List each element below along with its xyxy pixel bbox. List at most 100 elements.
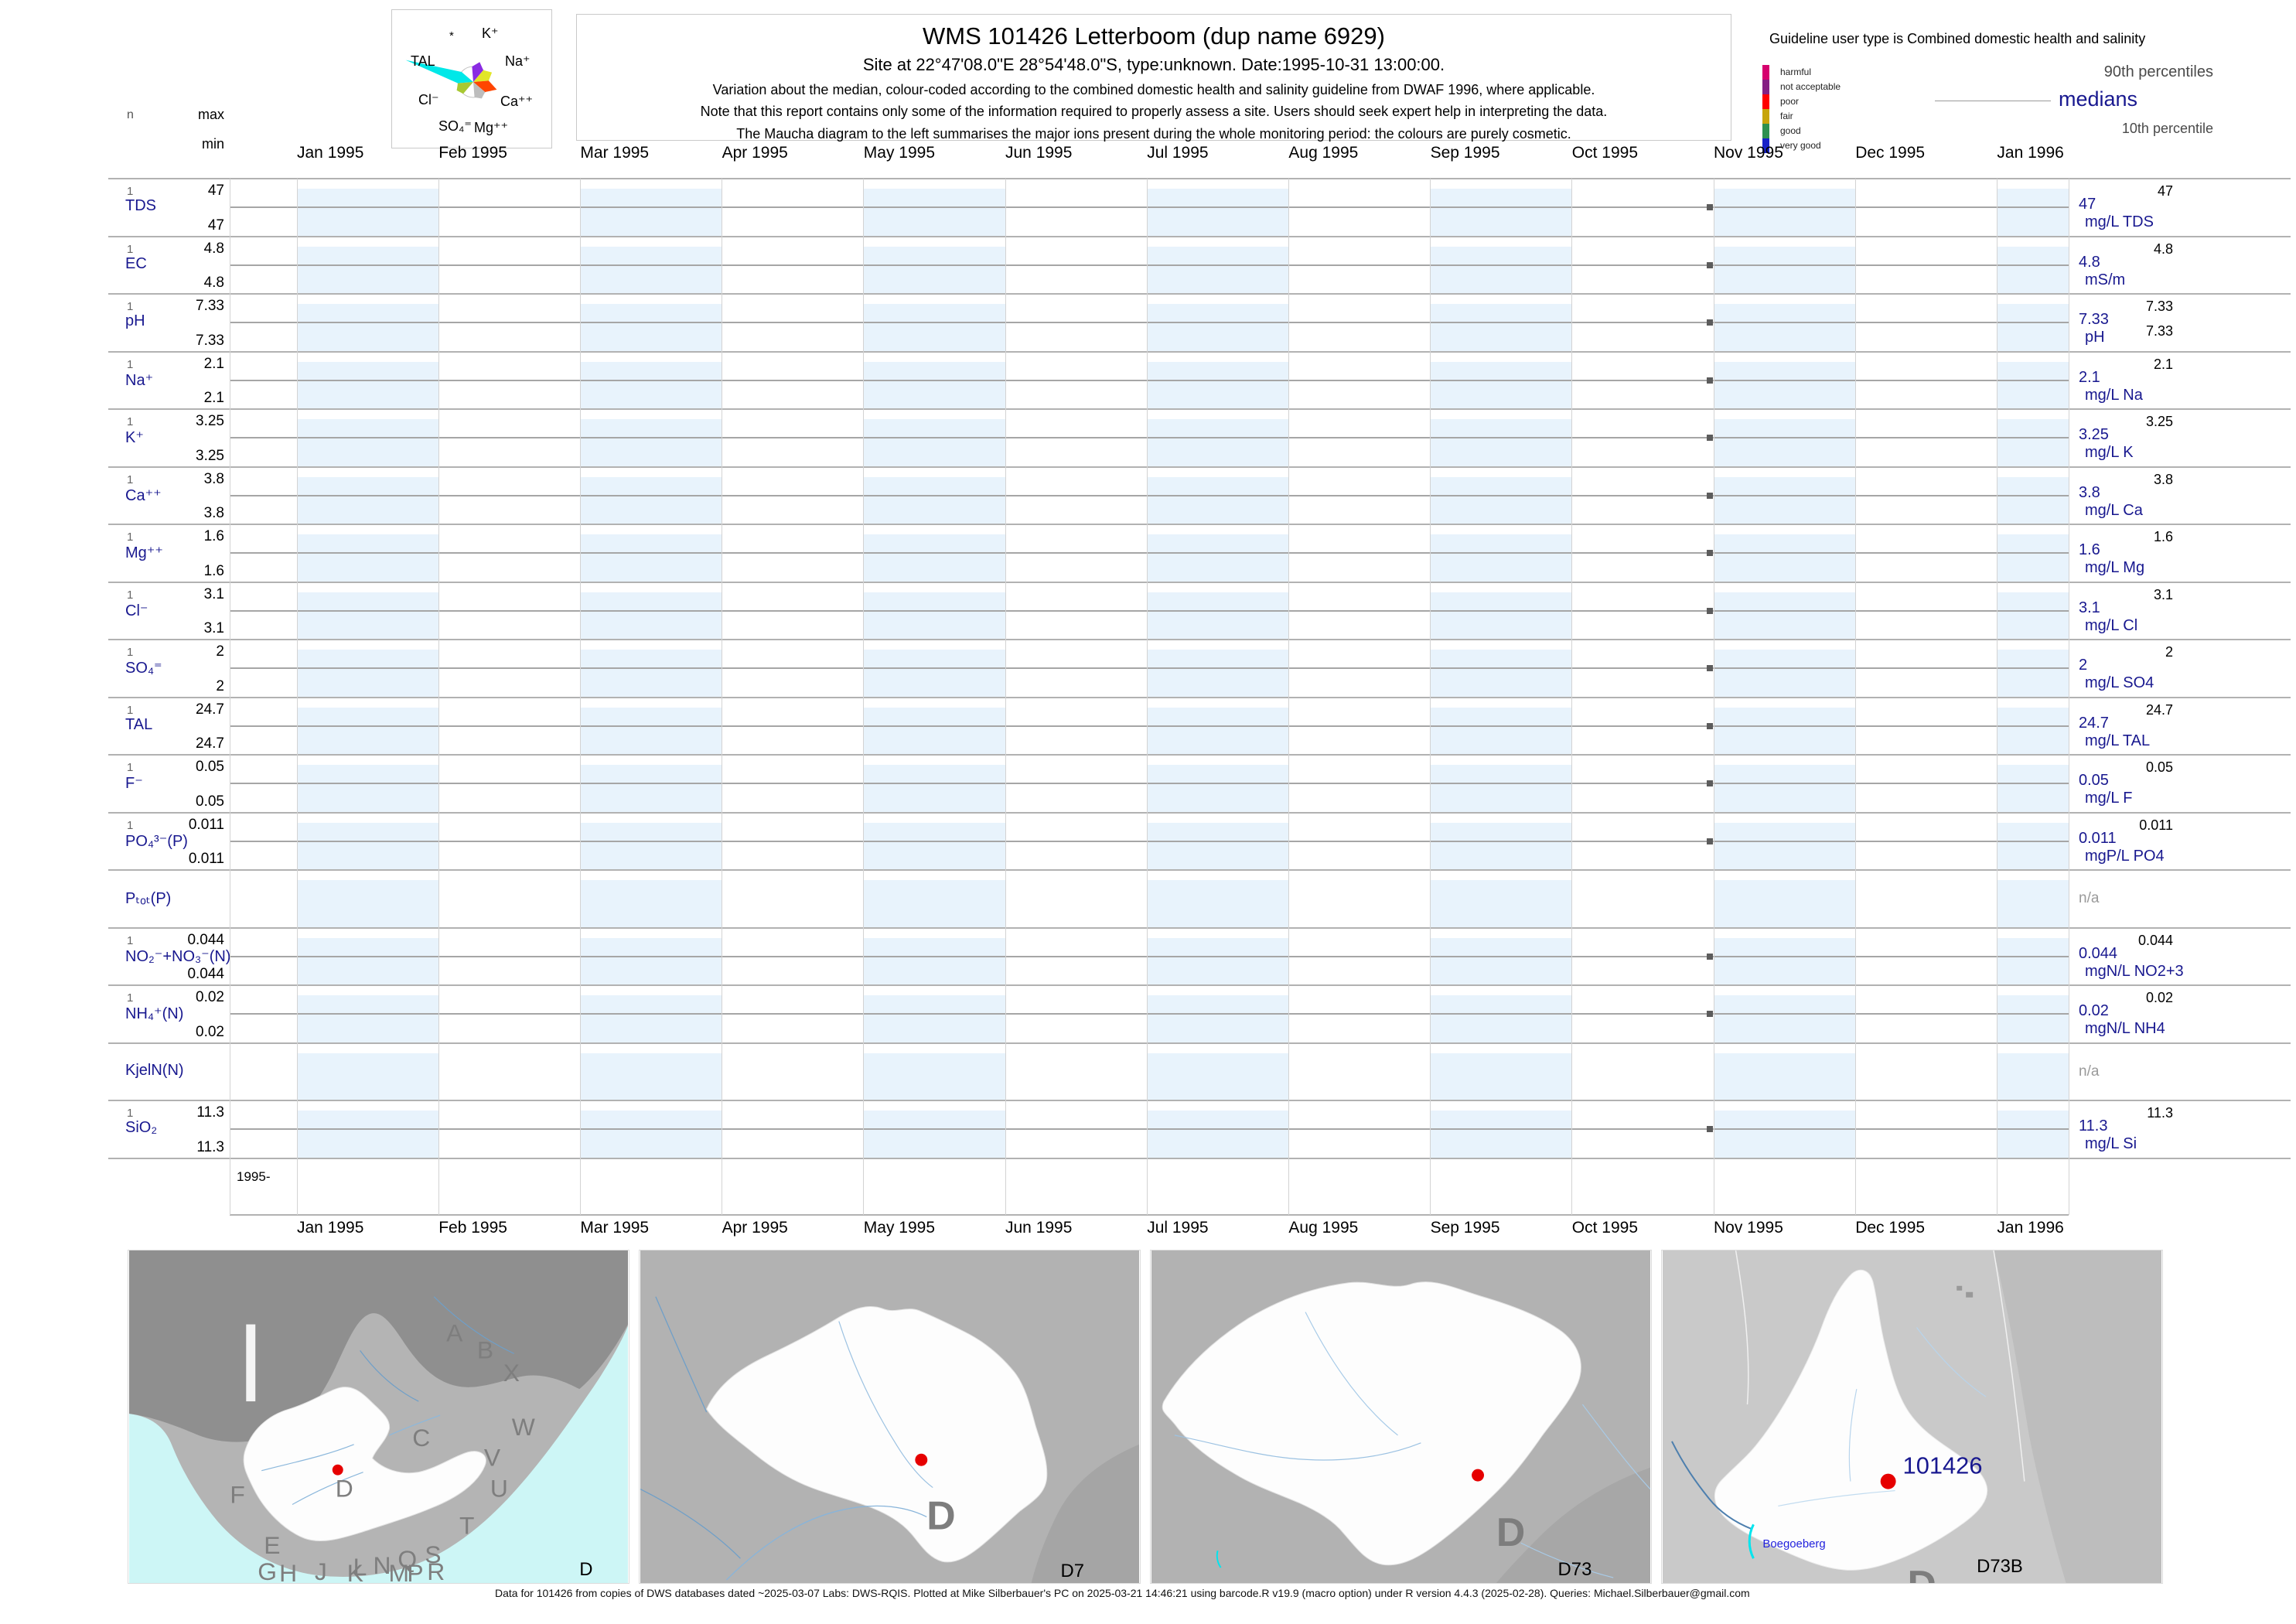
- guideline-class-row: good: [1762, 124, 1841, 138]
- maucha-wedge-mg: [473, 82, 486, 99]
- median-line: [230, 955, 2069, 957]
- parameter-name: Na⁺: [125, 371, 154, 389]
- sample-count: 1: [127, 242, 134, 256]
- min-value: 0.02: [196, 1023, 224, 1040]
- guideline-class-label: fair: [1780, 111, 1793, 121]
- axis-month-label: May 1995: [863, 1219, 936, 1237]
- month-band: [1997, 1111, 2069, 1158]
- parameter-row: 1 0.011 PO₄³⁻(P) 0.011 0.011 0.011 mgP/L PO4: [0, 813, 2296, 870]
- month-band: [1147, 822, 1289, 870]
- month-band: [580, 1111, 722, 1158]
- axis-month-label: Nov 1995: [1714, 1219, 1783, 1237]
- parameter-name: NO₂⁻+NO₃⁻(N): [125, 947, 231, 965]
- month-band: [297, 880, 439, 928]
- axis-month-label: Sep 1995: [1430, 1219, 1500, 1237]
- maucha-ion-label: K⁺: [482, 26, 499, 41]
- maucha-diagram: * K⁺ TAL Na⁺ Cl⁻ Ca⁺⁺ SO₄⁼ Mg⁺⁺: [405, 26, 533, 135]
- map-panel-region-d: D D7: [639, 1250, 1141, 1584]
- p90-value: 1.6: [2153, 529, 2173, 544]
- month-gridline: [1571, 179, 1573, 1215]
- guideline-class-swatch: [1762, 94, 1769, 109]
- month-band: [580, 650, 722, 698]
- guideline-class-row: fair: [1762, 109, 1841, 124]
- p90-label: 90th percentiles: [2103, 63, 2213, 80]
- month-band: [580, 189, 722, 237]
- month-band: [1147, 1053, 1289, 1100]
- sample-count: 1: [127, 933, 134, 947]
- maucha-ion-label: TAL: [411, 53, 435, 69]
- parameter-name: TAL: [125, 715, 153, 733]
- month-band: [1430, 246, 1572, 294]
- month-band: [580, 1053, 722, 1100]
- map-river: [726, 1505, 927, 1581]
- median-value: 2.1: [2079, 368, 2100, 386]
- min-value: 11.3: [196, 1138, 224, 1155]
- report-header: WMS 101426 Letterboom (dup name 6929) Si…: [576, 14, 1731, 142]
- map-region-d: D D7: [640, 1250, 1139, 1583]
- month-band: [1997, 534, 2069, 582]
- month-band: [1714, 880, 1856, 928]
- axis-month-label: Oct 1995: [1571, 144, 1639, 162]
- min-value: 24.7: [196, 735, 224, 752]
- axis-month-label: Sep 1995: [1430, 144, 1500, 162]
- maucha-ion-label: SO₄⁼: [438, 118, 472, 134]
- month-band: [1714, 1053, 1856, 1100]
- row-boundary-line: [108, 524, 2291, 525]
- max-value: 1.6: [203, 528, 224, 544]
- month-band: [1430, 1111, 1572, 1158]
- axis-month-label: Jun 1995: [1005, 1219, 1073, 1237]
- month-band: [297, 476, 439, 524]
- row-boundary-line: [108, 811, 2291, 814]
- sample-count: 1: [127, 300, 134, 313]
- month-band: [1997, 822, 2069, 870]
- parameter-row: 1 3.8 Ca⁺⁺ 3.8 3.8 3.8 mg/L Ca: [0, 467, 2296, 524]
- month-band: [580, 534, 722, 582]
- max-value: 0.05: [196, 759, 224, 775]
- sample-count: 1: [127, 415, 134, 428]
- max-value: 0.044: [187, 931, 224, 948]
- month-gridline: [438, 179, 439, 1215]
- guideline-class-swatch: [1762, 80, 1769, 94]
- unit-label: mgP/L PO4: [2085, 847, 2165, 865]
- drainage-region-letter: W: [512, 1413, 535, 1441]
- month-band: [1147, 650, 1289, 698]
- max-value: 47: [207, 183, 224, 199]
- p90-value: 3.25: [2145, 414, 2173, 429]
- unit-label: mg/L TAL: [2085, 732, 2151, 749]
- sample-count: 1: [127, 357, 134, 371]
- month-band: [1147, 534, 1289, 582]
- sample-point-marker: [1707, 953, 1713, 960]
- map-river: [1848, 1327, 1987, 1482]
- sample-point-marker: [1707, 377, 1713, 384]
- month-band: [1714, 765, 1856, 813]
- unit-label: mg/L K: [2085, 444, 2134, 461]
- row-boundary-line: [108, 926, 2291, 929]
- value-na: n/a: [2079, 890, 2100, 906]
- month-band: [297, 650, 439, 698]
- row-boundary-line: [108, 293, 2291, 295]
- sample-count: 1: [127, 473, 134, 486]
- parameter-name: TDS: [125, 197, 156, 214]
- axis-month-label: Jan 1995: [297, 1219, 364, 1237]
- unit-label: mg/L Na: [2085, 386, 2143, 404]
- parameter-row: 1 1.6 Mg⁺⁺ 1.6 1.6 1.6 mg/L Mg: [0, 524, 2296, 582]
- month-band: [863, 650, 1005, 698]
- month-band: [863, 476, 1005, 524]
- month-band: [1714, 304, 1856, 352]
- guideline-class-row: not acceptable: [1762, 80, 1841, 94]
- max-value: 3.25: [196, 413, 224, 429]
- place-name-label: Boegoeberg: [1762, 1537, 1825, 1551]
- parameter-row: 1 3.1 Cl⁻ 3.1 3.1 3.1 mg/L Cl: [0, 582, 2296, 640]
- month-band: [580, 937, 722, 985]
- month-band: [863, 534, 1005, 582]
- parameter-name: K⁺: [125, 429, 144, 446]
- month-band: [863, 822, 1005, 870]
- month-band: [297, 246, 439, 294]
- axis-month-label: Jan 1996: [1997, 144, 2064, 162]
- sample-count: 1: [127, 761, 134, 774]
- month-band: [1997, 880, 2069, 928]
- axis-month-label: Jul 1995: [1147, 144, 1209, 162]
- map-basin-d: [243, 1387, 486, 1542]
- month-band: [297, 592, 439, 640]
